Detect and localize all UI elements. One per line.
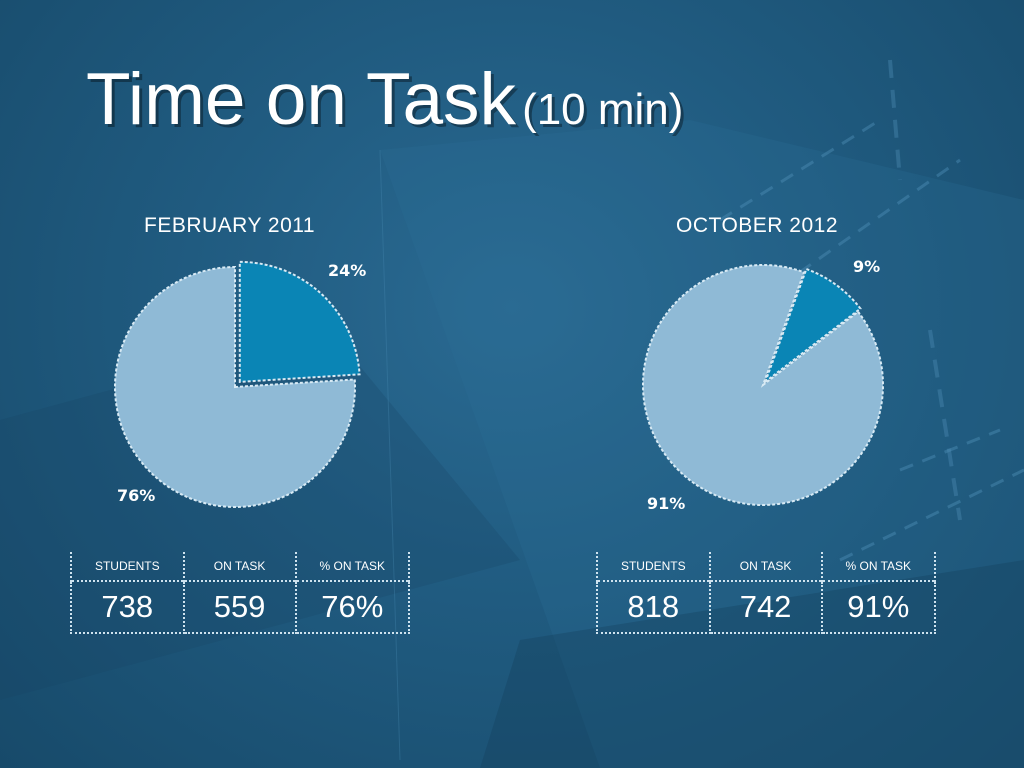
pie-slice-label: 9% — [853, 257, 880, 276]
table-header-row: STUDENTS ON TASK % ON TASK — [596, 552, 937, 581]
table-cell: 742 — [708, 580, 823, 634]
pie-slice-label: 76% — [117, 486, 155, 505]
table-header: % ON TASK — [294, 552, 411, 581]
table-cell: 738 — [70, 580, 185, 634]
table-header: ON TASK — [182, 552, 297, 581]
table-header: ON TASK — [708, 552, 823, 581]
slide-title: Time on Task (10 min) — [86, 58, 683, 141]
stats-table-oct-2012: STUDENTS ON TASK % ON TASK 818 742 91% — [596, 552, 937, 634]
chart-title-feb-2011: FEBRUARY 2011 — [144, 214, 316, 237]
table-cell: 559 — [182, 580, 297, 634]
table-cell: 91% — [820, 580, 937, 634]
table-header: % ON TASK — [820, 552, 937, 581]
slide-title-main: Time on Task — [86, 59, 517, 140]
table-header: STUDENTS — [596, 552, 711, 581]
table-row: 818 742 91% — [596, 580, 937, 634]
table-header-row: STUDENTS ON TASK % ON TASK — [70, 552, 411, 581]
pie-slice-label: 91% — [647, 494, 685, 513]
table-cell: 76% — [294, 580, 411, 634]
table-cell: 818 — [596, 580, 711, 634]
stats-table-feb-2011: STUDENTS ON TASK % ON TASK 738 559 76% — [70, 552, 411, 634]
chart-title-oct-2012: OCTOBER 2012 — [676, 214, 839, 237]
pie-slice-label: 24% — [328, 261, 366, 280]
table-header: STUDENTS — [70, 552, 185, 581]
slide-title-sub: (10 min) — [522, 85, 684, 134]
pie-slice-1-1 — [642, 264, 884, 506]
table-row: 738 559 76% — [70, 580, 411, 634]
pie-slice-0-0 — [238, 260, 361, 383]
pie-slice-0-1 — [114, 265, 356, 508]
pie-slice-1-0 — [763, 267, 862, 385]
